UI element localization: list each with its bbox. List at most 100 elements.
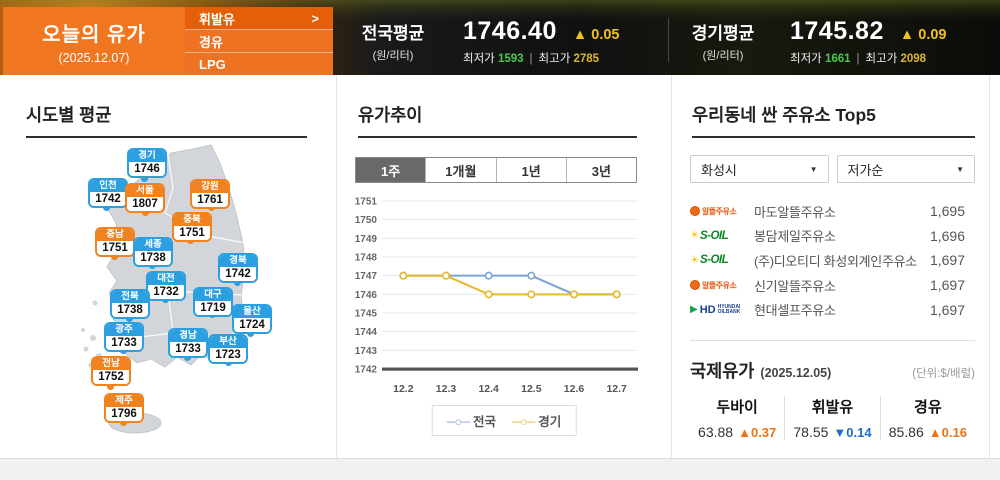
intl-name: 휘발유 — [811, 399, 854, 416]
station-row[interactable]: ☀ S-OIL (주)디오티디 화성외계인주유소 1,697 — [690, 248, 975, 273]
region-label-대구[interactable]: 대구 1719 — [193, 287, 233, 317]
trend-panel-title: 유가추이 — [358, 105, 423, 125]
station-row[interactable]: ▶ HD HYUNDAI OILBANK 현대셀프주유소 1,697 — [690, 297, 975, 322]
region-price: 1738 — [112, 303, 148, 317]
region-name: 세종 — [135, 239, 171, 251]
chart-legend: ─○─ 전국 ─○─ 경기 — [431, 405, 577, 436]
soil-logo: ☀ S-OIL — [690, 254, 729, 267]
region-label-광주[interactable]: 광주 1733 — [104, 322, 144, 352]
international-columns: 두바이 63.88 ▲0.37 휘발유 78.55 ▼0.14 경유 85.86 ▲0.16 — [690, 396, 975, 440]
national-average-block: 전국평균 (원/리터) 1746.40 ▲ 0.05 최저가 1593 | 최고가 … — [345, 7, 661, 75]
region-name: 경남 — [170, 330, 206, 342]
legend-marker-icon: ─○─ — [512, 415, 535, 429]
hd-oilbank-logo: ▶ HD HYUNDAI OILBANK — [690, 303, 741, 316]
region-name: 부산 — [210, 336, 246, 348]
international-date: (2025.12.05) — [760, 366, 832, 380]
region-price: 1742 — [220, 267, 256, 281]
gyeonggi-average-price: 1745.82 — [790, 16, 884, 45]
tab-3year[interactable]: 3년 — [565, 158, 636, 182]
price-trend-panel: 유가추이 1주 1개월 1년 3년 1742 1743 1744 1745 1746 17… — [337, 75, 672, 458]
station-name: 현대셀프주유소 — [754, 303, 836, 319]
station-price: 1,697 — [929, 277, 965, 294]
national-change: ▲ 0.05 — [572, 26, 620, 43]
region-price: 1724 — [234, 318, 270, 332]
trend-period-tabs: 1주 1개월 1년 3년 — [355, 157, 637, 183]
city-select[interactable]: 화성시 ▼ — [690, 155, 829, 183]
svg-text:12.2: 12.2 — [393, 383, 414, 395]
svg-text:1743: 1743 — [355, 346, 378, 357]
chevron-right-icon: > — [311, 10, 319, 26]
chevron-down-icon: ▼ — [809, 164, 818, 174]
region-price: 1746 — [129, 162, 165, 176]
altteul-logo: 알뜰주유소 — [690, 280, 754, 291]
tab-1week[interactable]: 1주 — [356, 158, 426, 182]
soil-logo: ☀ S-OIL — [690, 229, 729, 242]
station-price: 1,697 — [929, 301, 965, 318]
station-name: 마도알뜰주유소 — [754, 204, 836, 220]
altteul-logo: 알뜰주유소 — [690, 206, 754, 217]
region-price: 1719 — [195, 301, 231, 315]
region-label-경남[interactable]: 경남 1733 — [168, 328, 208, 358]
region-label-경북[interactable]: 경북 1742 — [218, 253, 258, 283]
national-average-label: 전국평균 — [361, 24, 425, 43]
station-name: (주)디오티디 화성외계인주유소 — [754, 253, 917, 269]
region-name: 전북 — [112, 291, 148, 303]
region-label-부산[interactable]: 부산 1723 — [208, 334, 248, 364]
region-price: 1751 — [97, 241, 133, 255]
soil-sun-icon: ☀ — [690, 254, 699, 266]
svg-text:12.3: 12.3 — [436, 383, 457, 395]
tab-lpg[interactable]: LPG — [185, 52, 333, 75]
region-name: 광주 — [106, 324, 142, 336]
intl-value-row: 85.86 ▲0.16 — [881, 424, 975, 440]
tab-1year[interactable]: 1년 — [495, 158, 566, 182]
region-name: 대구 — [195, 289, 231, 301]
tab-1month[interactable]: 1개월 — [425, 158, 496, 182]
region-label-울산[interactable]: 울산 1724 — [232, 304, 272, 334]
region-label-제주[interactable]: 제주 1796 — [104, 393, 144, 423]
region-label-충북[interactable]: 충북 1751 — [172, 212, 212, 242]
station-row[interactable]: 알뜰주유소 마도알뜰주유소 1,695 — [690, 199, 975, 224]
region-price: 1742 — [90, 192, 126, 206]
trend-line-chart: 1742 1743 1744 1745 1746 1747 1748 1749 1750 1751… — [355, 197, 638, 395]
region-label-인천[interactable]: 인천 1742 — [88, 178, 128, 208]
station-list: 알뜰주유소 마도알뜰주유소 1,695 ☀ S-OIL 봉담제일주유소 1,696 ☀ S-OI… — [690, 199, 975, 322]
region-label-전북[interactable]: 전북 1738 — [110, 289, 150, 319]
intl-item-휘발유: 휘발유 78.55 ▼0.14 — [784, 396, 879, 440]
svg-text:12.5: 12.5 — [521, 383, 542, 395]
region-label-경기[interactable]: 경기 1746 — [127, 148, 167, 178]
station-row[interactable]: 알뜰주유소 신기알뜰주유소 1,697 — [690, 273, 975, 298]
region-label-세종[interactable]: 세종 1738 — [133, 237, 173, 267]
region-price: 1807 — [127, 197, 163, 211]
regional-panel-title: 시도별 평균 — [26, 105, 112, 125]
region-label-강원[interactable]: 강원 1761 — [190, 179, 230, 209]
region-label-충남[interactable]: 충남 1751 — [95, 227, 135, 257]
region-label-전남[interactable]: 전남 1752 — [91, 356, 131, 386]
tab-diesel[interactable]: 경유 — [185, 29, 333, 52]
region-name: 인천 — [90, 180, 126, 192]
intl-value: 63.88 — [698, 424, 734, 440]
station-name: 신기알뜰주유소 — [754, 278, 836, 294]
gyeonggi-average-block: 경기평균 (원/리터) 1745.82 ▲ 0.09 최저가 1661 | 최고가 … — [678, 7, 988, 75]
station-name: 봉담제일주유소 — [754, 229, 836, 245]
tab-gasoline[interactable]: 휘발유 > — [185, 7, 333, 29]
svg-text:12.6: 12.6 — [564, 383, 585, 395]
section-underline — [692, 136, 975, 138]
station-price: 1,696 — [929, 227, 965, 244]
international-title: 국제유가 — [690, 361, 755, 381]
svg-text:1747: 1747 — [355, 271, 378, 282]
station-row[interactable]: ☀ S-OIL 봉담제일주유소 1,696 — [690, 224, 975, 249]
region-price: 1796 — [106, 407, 142, 421]
intl-value-row: 63.88 ▲0.37 — [690, 424, 784, 440]
region-label-대전[interactable]: 대전 1732 — [146, 271, 186, 301]
region-name: 제주 — [106, 395, 142, 407]
svg-text:12.7: 12.7 — [606, 383, 627, 395]
intl-item-두바이: 두바이 63.88 ▲0.37 — [690, 396, 784, 440]
station-price: 1,695 — [929, 203, 965, 220]
region-label-서울[interactable]: 서울 1807 — [125, 183, 165, 213]
region-name: 충북 — [174, 214, 210, 226]
region-price: 1761 — [192, 193, 228, 207]
sort-select[interactable]: 저가순 ▼ — [836, 155, 975, 183]
page-date: (2025.12.07) — [58, 50, 130, 65]
national-average-price: 1746.40 — [463, 16, 557, 45]
